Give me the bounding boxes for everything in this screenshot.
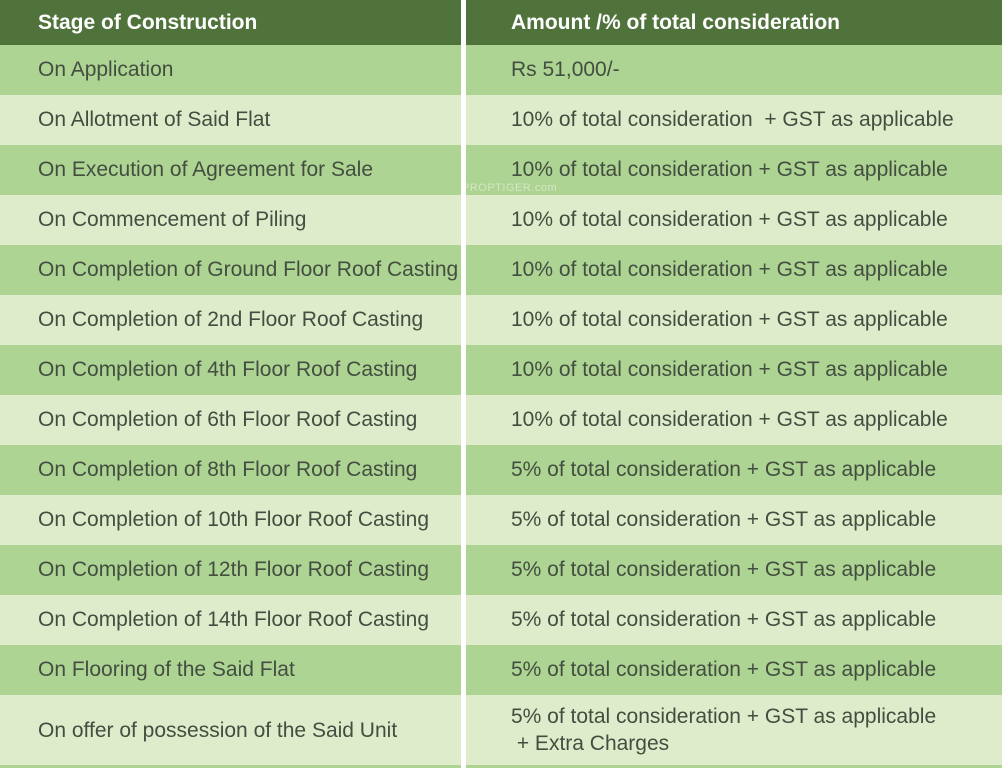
stage-cell: On Execution of Agreement for Sale	[0, 145, 466, 195]
stage-cell: On Completion of Ground Floor Roof Casti…	[0, 245, 466, 295]
amount-cell: 5% of total consideration + GST as appli…	[511, 705, 937, 755]
table-row: On Application Rs 51,000/-	[0, 45, 1002, 95]
stage-cell: On Completion of 12th Floor Roof Casting	[0, 545, 466, 595]
table-row: On Completion of 12th Floor Roof Casting…	[0, 545, 1002, 595]
table-row: On Completion of 14th Floor Roof Casting…	[0, 595, 1002, 645]
stage-cell: On Completion of 10th Floor Roof Casting	[0, 495, 466, 545]
table-header-row: Stage of Construction Amount /% of total…	[0, 0, 1002, 45]
stage-cell: On Completion of 2nd Floor Roof Casting	[0, 295, 466, 345]
stage-cell: On Allotment of Said Flat	[0, 95, 466, 145]
amount-cell: 10% of total consideration + GST as appl…	[511, 208, 948, 231]
amount-cell: 10% of total consideration + GST as appl…	[511, 158, 948, 181]
stage-cell: On Completion of 4th Floor Roof Casting	[0, 345, 466, 395]
amount-cell: 10% of total consideration + GST as appl…	[511, 358, 948, 381]
stage-cell: On Commencement of Piling	[0, 195, 466, 245]
table-bottom-strip	[0, 765, 1002, 768]
table-row: On Flooring of the Said Flat 5% of total…	[0, 645, 1002, 695]
table-row: On Completion of 2nd Floor Roof Casting …	[0, 295, 1002, 345]
stage-cell: On Flooring of the Said Flat	[0, 645, 466, 695]
table-row: On Execution of Agreement for Sale 10% o…	[0, 145, 1002, 195]
stage-cell: On offer of possession of the Said Unit	[0, 695, 466, 765]
table-row: On Commencement of Piling 10% of total c…	[0, 195, 1002, 245]
stage-cell: On Completion of 6th Floor Roof Casting	[0, 395, 466, 445]
amount-cell: 5% of total consideration + GST as appli…	[511, 658, 937, 681]
amount-cell: 5% of total consideration + GST as appli…	[511, 458, 937, 481]
stage-cell: On Completion of 14th Floor Roof Casting	[0, 595, 466, 645]
header-stage-of-construction: Stage of Construction	[0, 0, 466, 45]
table-row: On Completion of Ground Floor Roof Casti…	[0, 245, 1002, 295]
amount-cell: 10% of total consideration + GST as appl…	[511, 108, 954, 131]
amount-cell: 5% of total consideration + GST as appli…	[511, 558, 937, 581]
table-row: On Allotment of Said Flat 10% of total c…	[0, 95, 1002, 145]
table-row: On Completion of 10th Floor Roof Casting…	[0, 495, 1002, 545]
amount-cell: 10% of total consideration + GST as appl…	[511, 308, 948, 331]
table-row: On Completion of 6th Floor Roof Casting …	[0, 395, 1002, 445]
amount-cell: Rs 51,000/-	[511, 58, 620, 81]
stage-cell: On Completion of 8th Floor Roof Casting	[0, 445, 466, 495]
amount-cell: 5% of total consideration + GST as appli…	[511, 608, 937, 631]
table-row: On Completion of 4th Floor Roof Casting …	[0, 345, 1002, 395]
table-row: On Completion of 8th Floor Roof Casting …	[0, 445, 1002, 495]
header-amount: Amount /% of total consideration	[511, 10, 840, 34]
table-row: On offer of possession of the Said Unit …	[0, 695, 1002, 765]
amount-cell: 10% of total consideration + GST as appl…	[511, 258, 948, 281]
stage-cell: On Application	[0, 45, 466, 95]
amount-cell: 10% of total consideration + GST as appl…	[511, 408, 948, 431]
amount-cell: 5% of total consideration + GST as appli…	[511, 508, 937, 531]
